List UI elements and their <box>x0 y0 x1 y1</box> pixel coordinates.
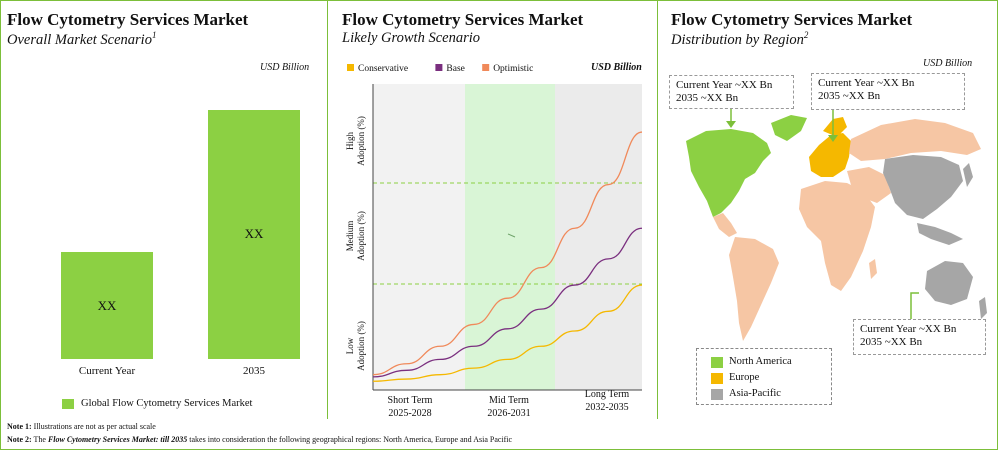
overall-legend-swatch <box>62 399 74 409</box>
note-1-label: Note 1: <box>7 422 32 431</box>
region-subtitle-text: Distribution by Region <box>671 31 804 48</box>
region-legend-swatch <box>711 357 723 368</box>
region-legend-swatch <box>711 389 723 400</box>
growth-title: Flow Cytometry Services Market <box>342 10 584 29</box>
note-2-prefix: The <box>31 435 48 444</box>
overall-subtitle-sup: 1 <box>151 30 157 40</box>
map-south-america <box>729 237 779 341</box>
note-1: Note 1: Illustrations are not as per act… <box>7 422 156 431</box>
region-title: Flow Cytometry Services Market <box>671 10 913 29</box>
region-legend: North America Europe Asia-Pacific <box>696 348 832 405</box>
note-2-label: Note 2: <box>7 435 32 444</box>
map-madagascar <box>869 259 877 279</box>
x-category-label: 2035 <box>243 365 265 377</box>
bar-data-label: XX <box>244 226 264 242</box>
region-legend-label: North America <box>729 356 792 367</box>
map-asia-pacific <box>883 155 963 219</box>
overall-title: Flow Cytometry Services Market <box>7 10 249 29</box>
map-southeast-asia <box>917 223 963 245</box>
note-2-text: takes into consideration the following g… <box>187 435 513 444</box>
map-middle-east <box>847 167 891 203</box>
note-2-emphasis: Flow Cytometry Services Market: till 203… <box>47 435 188 444</box>
region-legend-swatch <box>711 373 723 384</box>
region-unit: USD Billion <box>923 58 973 69</box>
map-japan <box>963 163 973 187</box>
map-europe <box>809 133 851 177</box>
bar: XX <box>208 109 300 359</box>
overall-legend-label: Global Flow Cytometry Services Market <box>81 398 253 409</box>
eu-callout: Current Year ~XX Bn 2035 ~XX Bn <box>811 73 965 110</box>
ap-callout-line1: Current Year ~XX Bn <box>860 323 957 335</box>
eu-callout-arrowhead <box>828 135 838 142</box>
na-callout-line2: 2035 ~XX Bn <box>676 92 739 104</box>
map-north-america <box>686 129 771 217</box>
note-2: Note 2: The Flow Cytometry Services Mark… <box>7 435 512 444</box>
region-subtitle: Distribution by Region2 <box>671 30 808 49</box>
bar-data-label: XX <box>97 297 117 313</box>
x-category-label: Current Year <box>78 365 136 377</box>
bar: XX <box>61 252 153 359</box>
ap-callout: Current Year ~XX Bn 2035 ~XX Bn <box>853 319 986 355</box>
ap-callout-arrow <box>910 292 919 319</box>
region-subtitle-sup: 2 <box>803 30 809 40</box>
map-russia <box>849 119 981 161</box>
eu-callout-line2: 2035 ~XX Bn <box>818 90 881 102</box>
na-callout-arrowhead <box>726 121 736 128</box>
map-mexico <box>713 213 737 237</box>
growth-unit: USD Billion <box>591 62 642 73</box>
ap-callout-line2: 2035 ~XX Bn <box>860 336 923 348</box>
region-legend-label: Asia-Pacific <box>729 388 781 399</box>
map-africa <box>799 181 875 291</box>
overall-subtitle: Overall Market Scenario1 <box>7 30 156 49</box>
eu-callout-line1: Current Year ~XX Bn <box>818 77 915 89</box>
na-callout-line1: Current Year ~XX Bn <box>676 79 773 91</box>
overall-subtitle-text: Overall Market Scenario <box>7 31 152 48</box>
map-scandinavia <box>823 117 847 137</box>
map-new-zealand <box>979 297 987 319</box>
overall-unit: USD Billion <box>260 62 310 73</box>
map-greenland <box>771 115 807 141</box>
panel-divider-2 <box>657 1 658 419</box>
note-1-text: Illustrations are not as per actual scal… <box>31 422 156 431</box>
region-legend-label: Europe <box>729 372 760 383</box>
map-australia <box>925 261 973 305</box>
growth-subtitle: Likely Growth Scenario <box>342 30 480 46</box>
na-callout: Current Year ~XX Bn 2035 ~XX Bn <box>669 75 794 109</box>
panel-divider-1 <box>327 1 328 419</box>
